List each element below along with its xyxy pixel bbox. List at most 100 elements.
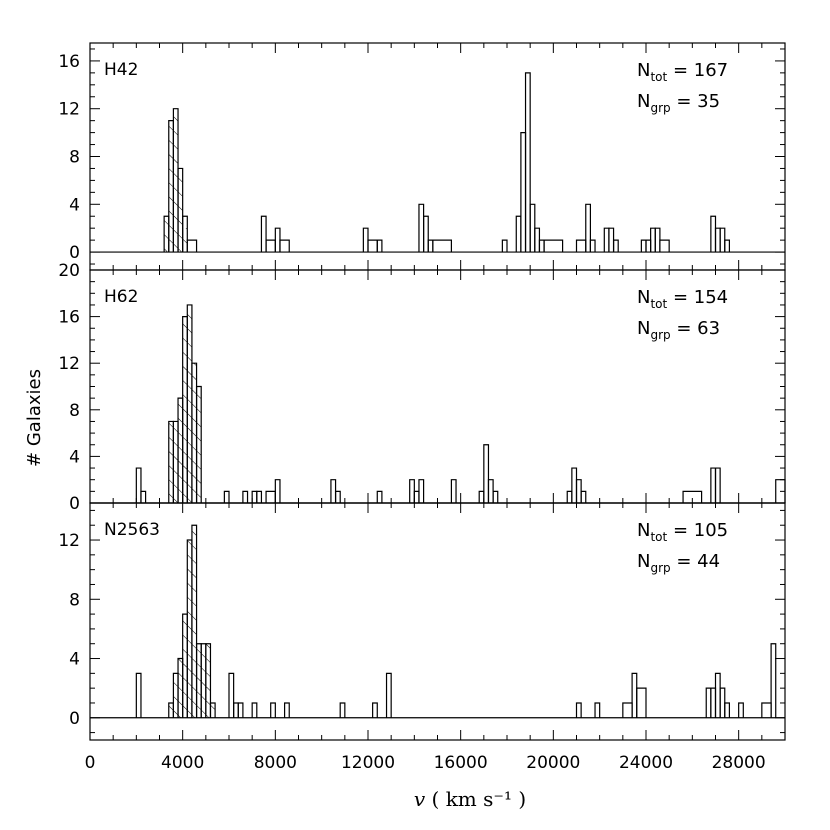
histogram-bar [710, 687, 717, 718]
histogram-bar [761, 702, 772, 718]
histogram-bar [520, 132, 527, 253]
n-group: Ngrp = 35 [637, 91, 720, 115]
histogram-bar [714, 467, 721, 503]
histogram-bar [659, 239, 670, 253]
histogram-bar [654, 227, 661, 253]
x-tick-label: 4000 [161, 753, 204, 773]
histogram-bar [367, 239, 378, 253]
histogram-bar [256, 490, 263, 503]
y-tick-label: 0 [69, 709, 80, 729]
histogram-bar [571, 467, 578, 503]
histogram-bar [636, 687, 647, 718]
histogram-bar [450, 479, 457, 503]
histogram-bar [719, 687, 726, 718]
histogram-bar [376, 490, 383, 503]
histogram-bar [362, 227, 369, 253]
histogram-bar [427, 239, 434, 253]
histogram-bar [233, 702, 239, 718]
histogram-bar [409, 479, 415, 503]
histogram-bar [650, 227, 656, 253]
x-tick-label: 12000 [341, 753, 395, 773]
histogram-bar [177, 167, 184, 253]
histogram-bar [585, 203, 591, 253]
histogram-bar [191, 524, 198, 718]
histogram-bar [719, 227, 726, 253]
histogram-bar [714, 227, 721, 253]
panel-label: H42 [104, 60, 138, 80]
histogram-bar [589, 239, 596, 253]
histogram-bar [209, 702, 216, 718]
x-tick-label: 0 [85, 753, 96, 773]
histogram-bar [274, 479, 281, 503]
histogram-bar [710, 215, 717, 253]
histogram-bar [186, 239, 198, 253]
panel-h62: 0 4 8 12 16 20 H62 Ntot = 154 Ngrp = 63 [58, 261, 786, 514]
n-total: Ntot = 167 [637, 60, 728, 84]
y-tick-label: 4 [69, 447, 80, 467]
histogram-bar [566, 490, 573, 503]
panel-n2563: 0 4 8 12 N2563 Ntot = 105 Ngrp = 44 [58, 502, 786, 741]
panel-h42: 0 4 8 12 16 H42 Ntot = 167 Ngrp = 35 [58, 42, 786, 271]
histogram-bar [524, 72, 531, 253]
histogram-bar [622, 702, 633, 718]
y-tick-label: 12 [58, 100, 80, 120]
histogram-bar [501, 239, 508, 253]
histogram-bar [237, 702, 244, 718]
histogram-bar [135, 467, 142, 503]
x-tick-label: 24000 [619, 753, 673, 773]
histogram-bar [279, 239, 290, 253]
n-total: Ntot = 154 [637, 287, 728, 311]
histogram-bar [575, 239, 587, 253]
group-hatch [164, 108, 188, 253]
histogram-bar [487, 479, 494, 503]
y-tick-label: 12 [58, 531, 80, 551]
histogram-bar [330, 479, 337, 503]
histogram-bar [274, 227, 281, 253]
histogram-bar [612, 239, 619, 253]
histogram-bar [705, 687, 712, 718]
y-tick-label: 4 [69, 650, 80, 670]
histogram-bar [432, 239, 452, 253]
histogram-bar [682, 490, 703, 503]
histogram-bar [135, 672, 142, 718]
histogram-bar [182, 215, 188, 253]
panel-label: N2563 [104, 520, 160, 540]
histogram-bar [575, 479, 582, 503]
x-tick-label: 8000 [254, 753, 297, 773]
histogram-bar [515, 215, 522, 253]
histogram-bar [418, 203, 425, 253]
histogram-bar [529, 203, 536, 253]
histogram-bar [265, 239, 276, 253]
histogram-bar [385, 672, 392, 718]
histogram-bar [195, 385, 202, 503]
histogram-bar [223, 490, 230, 503]
histogram-bar [284, 702, 290, 718]
y-tick-label: 16 [58, 308, 80, 328]
x-axis-label: v ( km s⁻¹ ) [414, 787, 526, 811]
histogram-bar [631, 672, 638, 718]
histogram-bar [372, 702, 378, 718]
histogram-bar [228, 672, 235, 718]
n-group: Ngrp = 63 [637, 318, 720, 342]
histogram-bar [594, 702, 601, 718]
histogram-bar [423, 215, 429, 253]
histogram-bar [418, 479, 425, 503]
histogram-bar [640, 239, 647, 253]
y-tick-label: 12 [58, 354, 80, 374]
panel-label: H62 [104, 287, 138, 307]
histogram-bar [608, 227, 615, 253]
histogram-bar [710, 467, 717, 503]
histogram-bar [251, 490, 258, 503]
y-tick-label: 8 [69, 401, 80, 421]
x-tick-label: 16000 [434, 753, 488, 773]
histogram-bar [724, 702, 730, 718]
histogram-bar [339, 702, 346, 718]
y-tick-label: 0 [69, 243, 80, 263]
histogram-bar [714, 672, 721, 718]
histogram-bar [478, 490, 485, 503]
histogram-bar [738, 702, 744, 718]
y-tick-label: 4 [69, 195, 80, 215]
group-hatch [168, 304, 202, 503]
y-tick-label: 16 [58, 52, 80, 72]
